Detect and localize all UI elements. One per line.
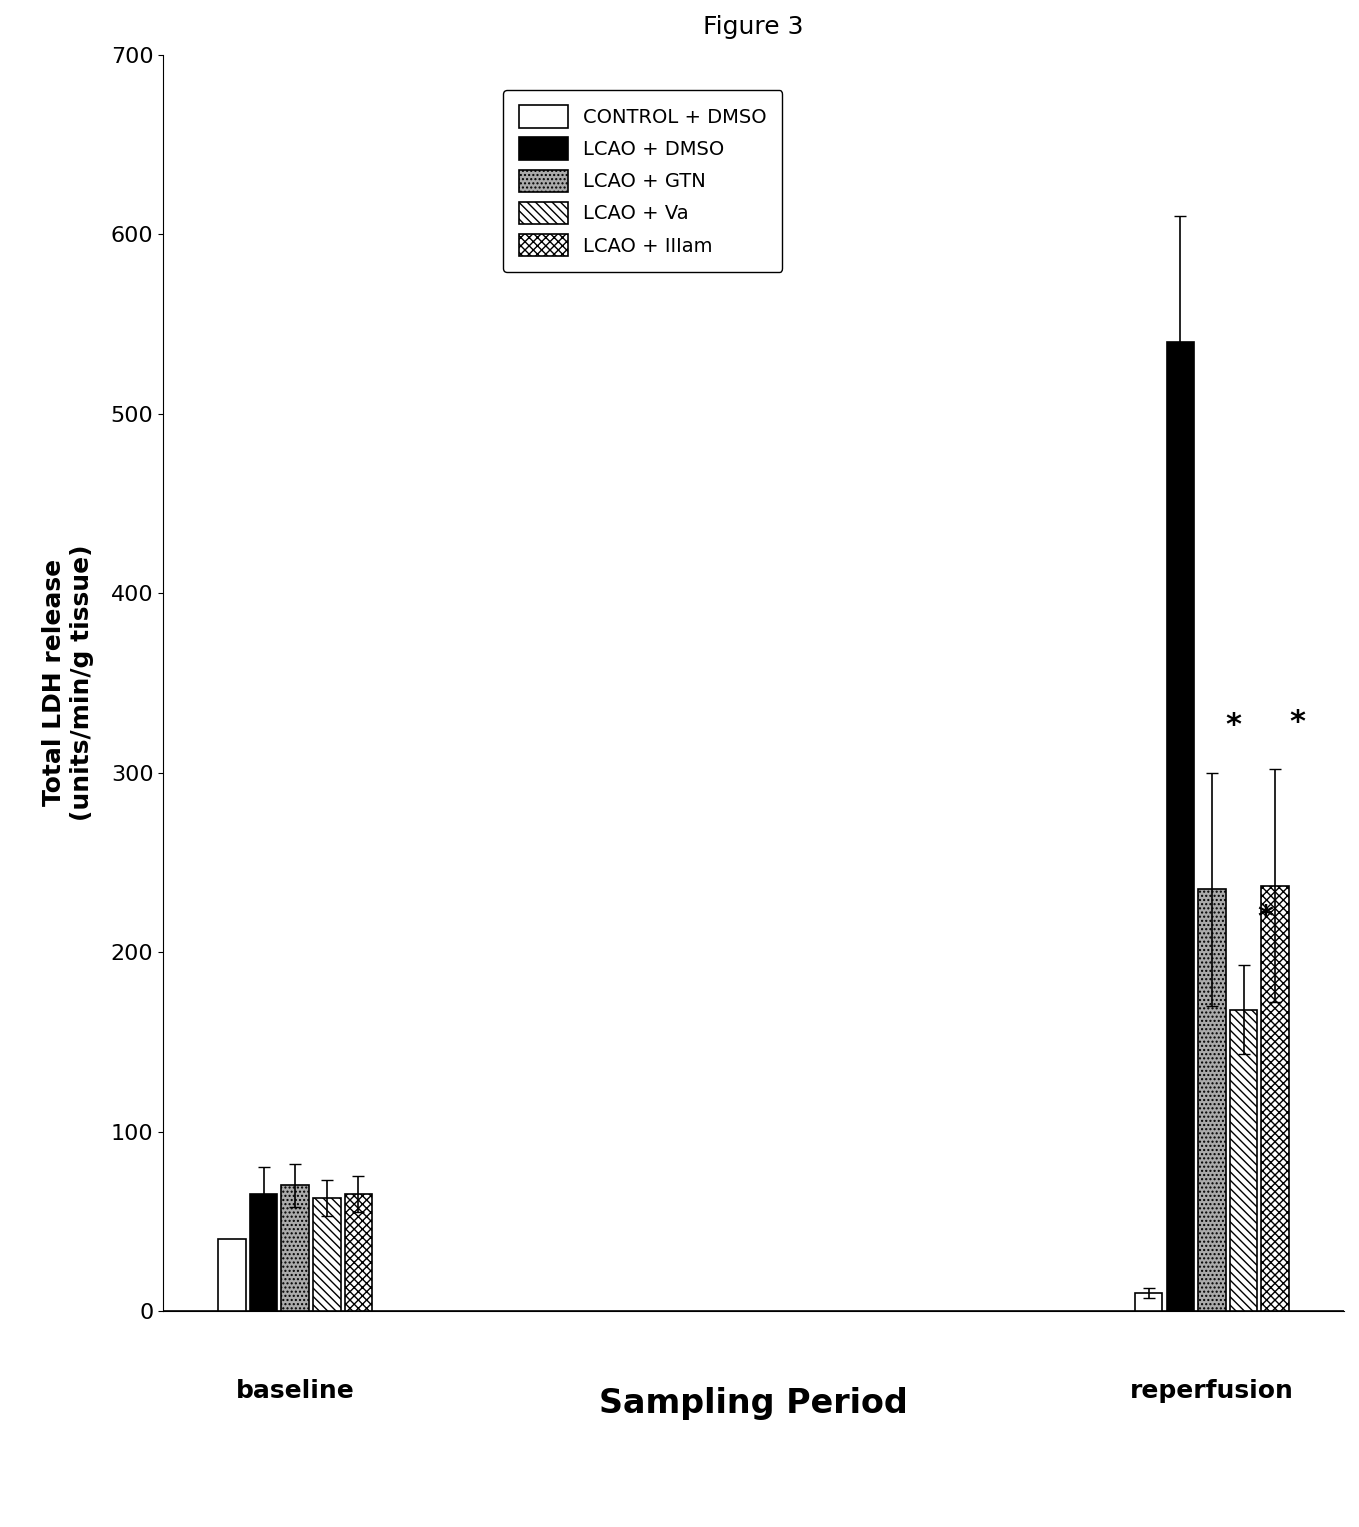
Text: reperfusion: reperfusion [1131,1379,1294,1403]
Title: Figure 3: Figure 3 [704,15,803,40]
Legend: CONTROL + DMSO, LCAO + DMSO, LCAO + GTN, LCAO + Va, LCAO + IIIam: CONTROL + DMSO, LCAO + DMSO, LCAO + GTN,… [503,90,783,272]
Bar [313,1199,341,1312]
Bar [1199,889,1226,1312]
Bar [1230,1009,1257,1312]
Text: *: * [1257,904,1273,933]
Bar [219,1240,246,1312]
Text: *: * [1288,707,1305,736]
Bar [1166,342,1195,1312]
Bar [345,1194,372,1312]
Text: baseline: baseline [235,1379,355,1403]
Bar [281,1185,308,1312]
Bar [250,1194,277,1312]
Text: *: * [1226,712,1242,741]
Bar [1261,886,1288,1312]
Y-axis label: Total LDH release
(units/min/g tissue): Total LDH release (units/min/g tissue) [42,545,94,822]
X-axis label: Sampling Period: Sampling Period [599,1388,908,1420]
Bar [1135,1293,1162,1312]
